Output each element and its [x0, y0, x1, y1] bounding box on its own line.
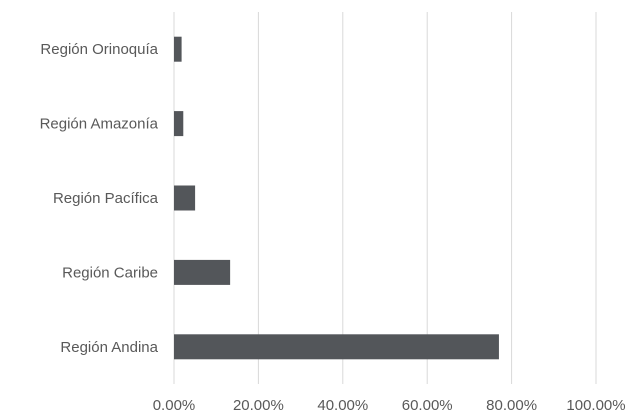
category-label: Región Pacífica [53, 190, 159, 207]
gridlines [173, 12, 597, 384]
x-tick-label: 40.00% [317, 397, 368, 414]
category-label: Región Andina [60, 339, 158, 356]
x-tick-label: 20.00% [233, 397, 284, 414]
bars [174, 36, 499, 360]
x-tick-label: 100.00% [566, 397, 625, 414]
bar [174, 36, 182, 62]
category-label: Región Orinoquía [40, 41, 158, 58]
bar [174, 185, 196, 211]
category-label: Región Amazonía [40, 116, 159, 133]
x-axis-tick-labels: 0.00% 20.00% 40.00% 60.00% 80.00% 100.00% [153, 397, 626, 414]
x-tick-label: 0.00% [153, 397, 196, 414]
category-label: Región Caribe [62, 264, 158, 281]
bar [174, 111, 184, 137]
x-tick-label: 60.00% [402, 397, 453, 414]
x-tick-label: 80.00% [486, 397, 537, 414]
bar [174, 259, 231, 285]
bar [174, 334, 499, 360]
category-labels: Región Orinoquía Región Amazonía Región Pa… [40, 41, 159, 356]
